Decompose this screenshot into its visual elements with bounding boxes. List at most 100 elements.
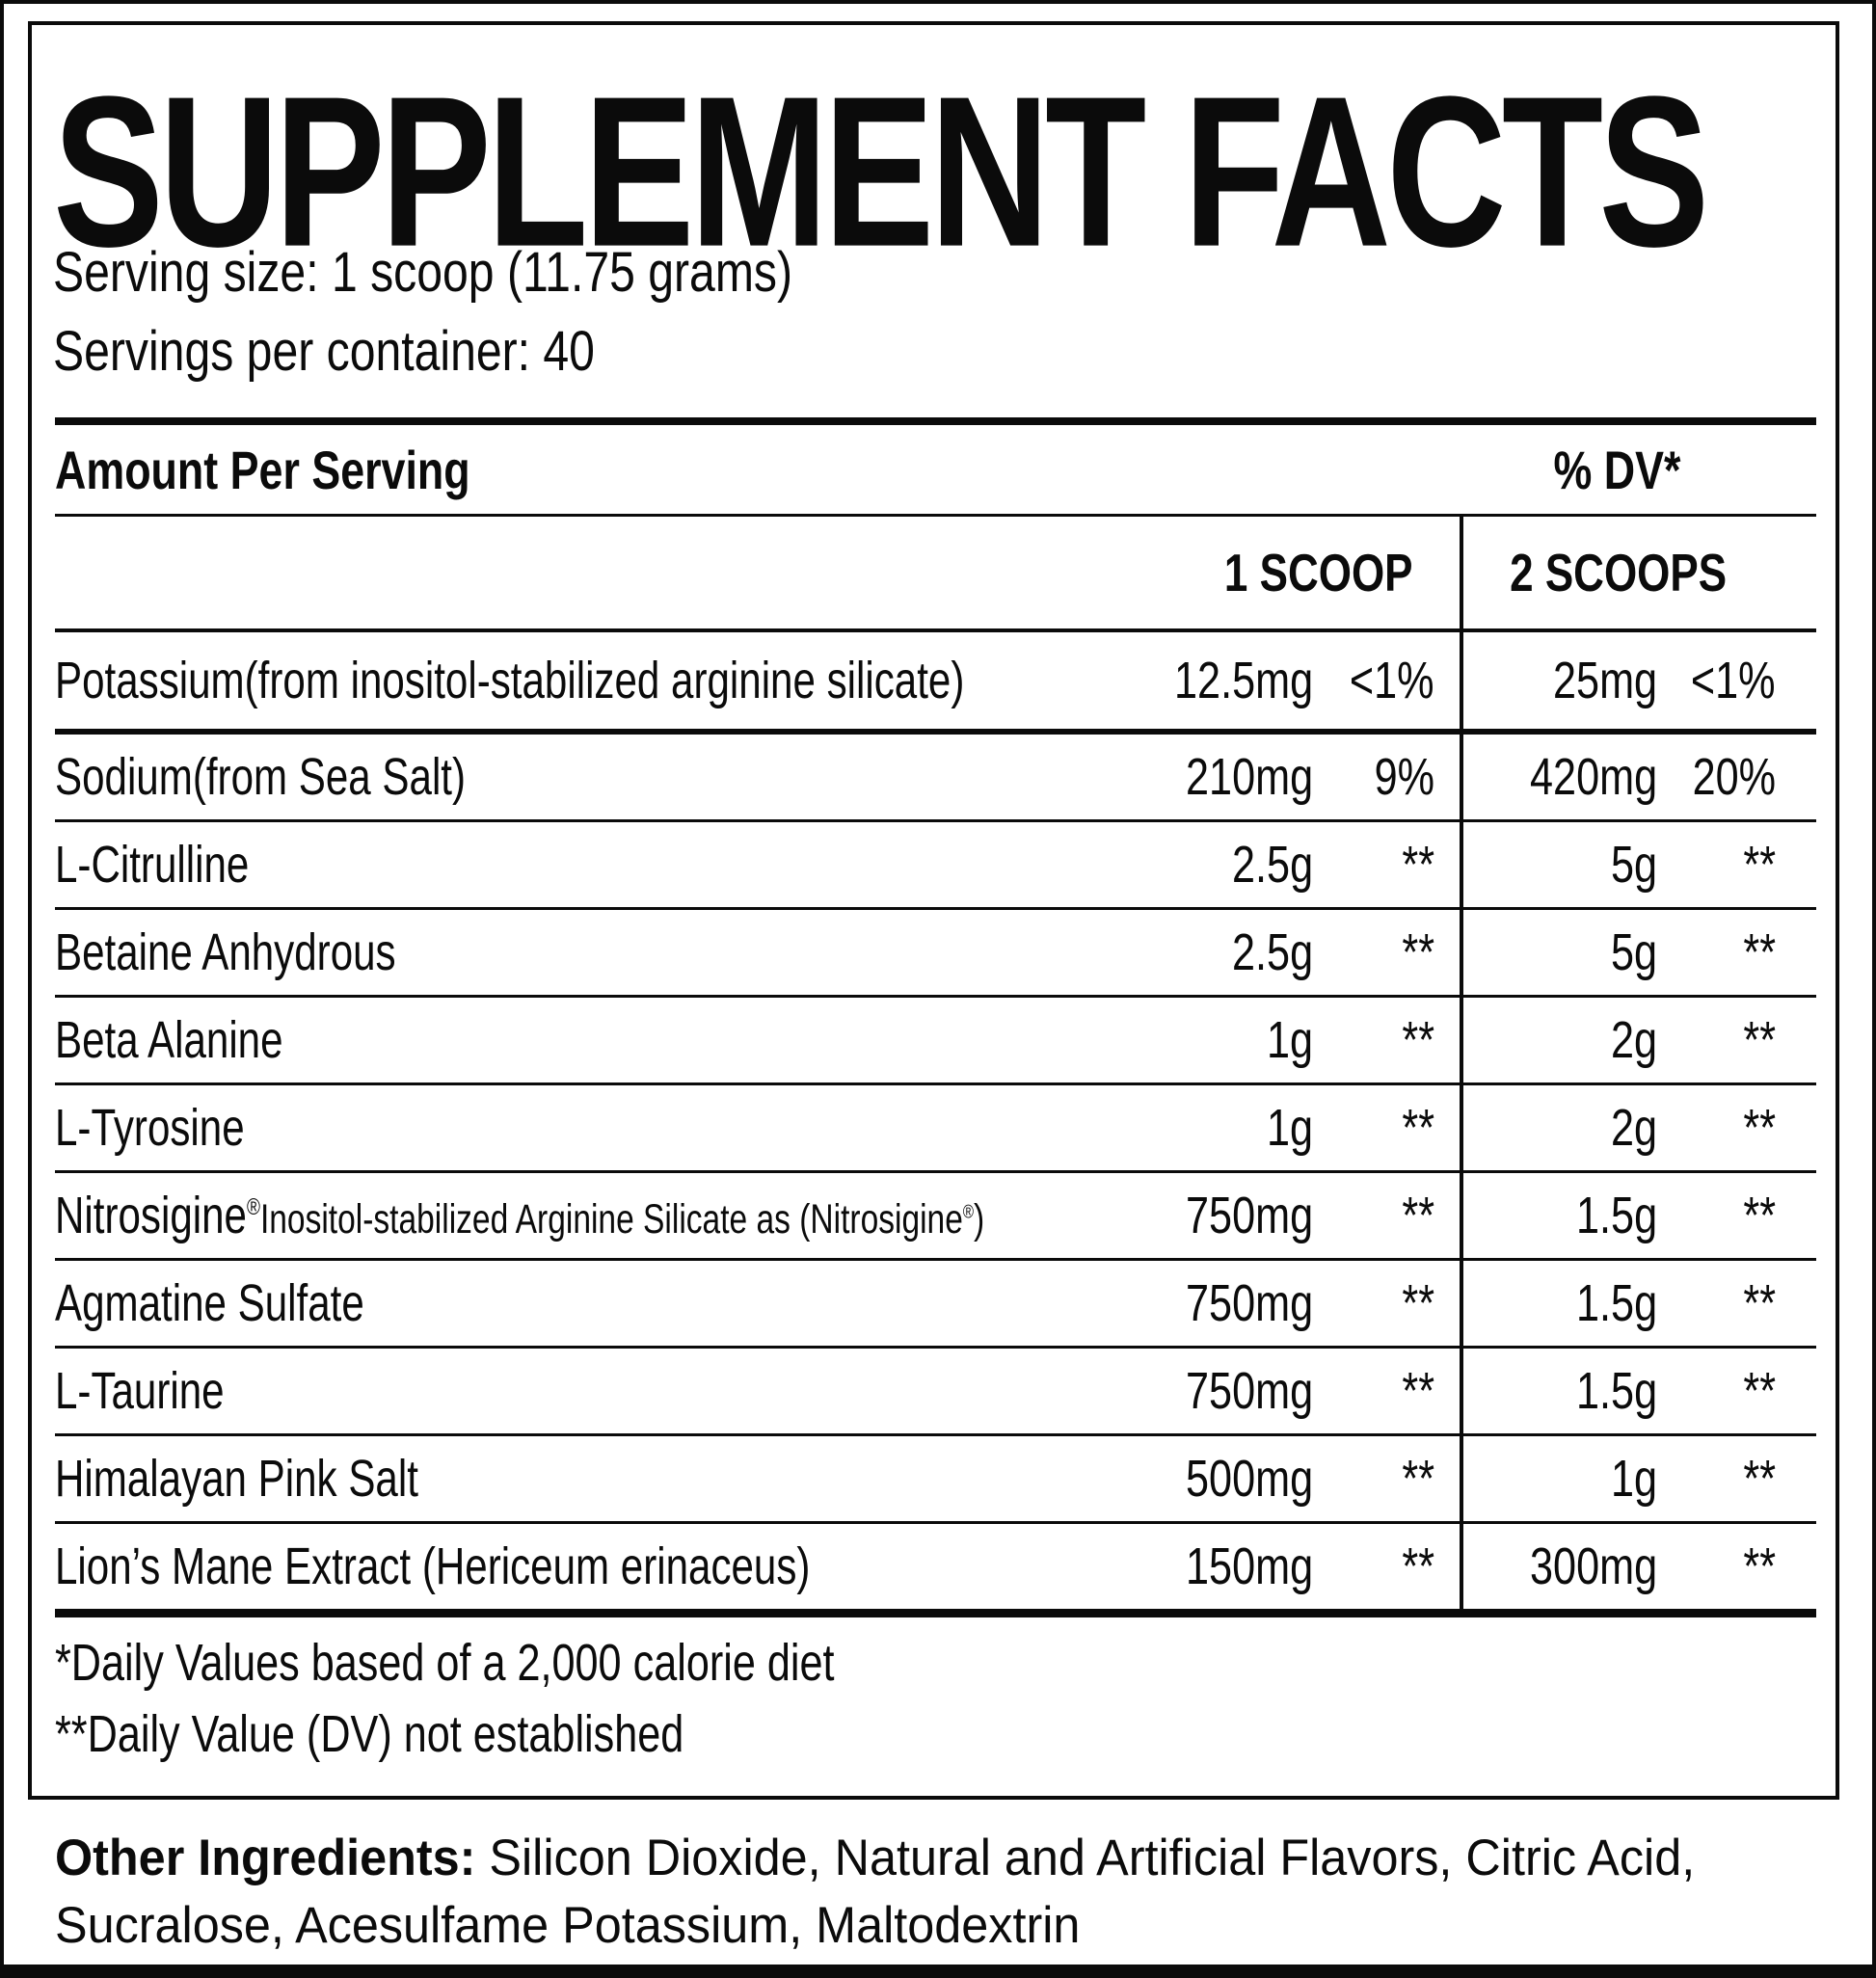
two-scoop-cell-group: 420mg 20% bbox=[1460, 735, 1816, 819]
amount-per-serving-header: Amount Per Serving bbox=[55, 439, 470, 500]
ingredient-rows: Potassium(from inositol-stabilized argin… bbox=[55, 632, 1816, 1609]
two-scoop-cell-group: 2g ** bbox=[1460, 1085, 1816, 1170]
amount-2-scoops: 1g bbox=[1610, 1450, 1657, 1508]
facts-table: Amount Per Serving % DV* 1 SCOOP 2 SCOOP… bbox=[55, 417, 1816, 1770]
dv-2-scoops: ** bbox=[1743, 1099, 1776, 1157]
two-scoop-cell-group: 300mg ** bbox=[1460, 1524, 1816, 1609]
table-row: Sodium(from Sea Salt) 210mg 9% 420mg 20% bbox=[55, 729, 1816, 819]
other-ingredients: Other Ingredients: Silicon Dioxide, Natu… bbox=[55, 1825, 1868, 1960]
amount-1-scoop: 150mg bbox=[1185, 1537, 1313, 1595]
ingredient-name: Lion’s Mane Extract (Hericeum erinaceus) bbox=[55, 1537, 811, 1595]
amount-1-scoop: 12.5mg bbox=[1174, 652, 1314, 709]
amount-1-scoop: 2.5g bbox=[1231, 923, 1313, 981]
amount-1-scoop: 1g bbox=[1266, 1011, 1313, 1069]
page-title: SUPPLEMENT FACTS bbox=[53, 52, 1709, 292]
serving-size-line: Serving size: 1 scoop (11.75 grams) bbox=[53, 241, 793, 304]
dv-2-scoops: ** bbox=[1743, 1187, 1776, 1244]
percent-dv-header: % DV* bbox=[1553, 439, 1681, 500]
dv-1-scoop: ** bbox=[1402, 1537, 1434, 1595]
two-scoop-cell-group: 25mg <1% bbox=[1460, 632, 1816, 729]
ingredient-name: Himalayan Pink Salt bbox=[55, 1450, 418, 1508]
dv-2-scoops: ** bbox=[1743, 1362, 1776, 1420]
two-scoop-cell-group: 1.5g ** bbox=[1460, 1261, 1816, 1346]
divider-under-scoop-header bbox=[55, 628, 1816, 632]
amount-2-scoops: 1.5g bbox=[1575, 1274, 1657, 1332]
dv-2-scoops: ** bbox=[1743, 1274, 1776, 1332]
amount-2-scoops: 300mg bbox=[1529, 1537, 1657, 1595]
footnote-line: **Daily Value (DV) not established bbox=[55, 1705, 684, 1763]
dv-1-scoop: ** bbox=[1402, 1099, 1434, 1157]
amount-2-scoops: 1.5g bbox=[1575, 1362, 1657, 1420]
footnotes: *Daily Values based of a 2,000 calorie d… bbox=[55, 1617, 1816, 1770]
table-row: Potassium(from inositol-stabilized argin… bbox=[55, 632, 1816, 729]
table-row: Agmatine Sulfate 750mg ** 1.5g ** bbox=[55, 1258, 1816, 1346]
amount-2-scoops: 2g bbox=[1610, 1011, 1657, 1069]
one-scoop-header: 1 SCOOP bbox=[1224, 543, 1413, 602]
dv-2-scoops: ** bbox=[1743, 1537, 1776, 1595]
amount-1-scoop: 750mg bbox=[1185, 1362, 1313, 1420]
amount-1-scoop: 750mg bbox=[1185, 1274, 1313, 1332]
ingredient-name: L-Taurine bbox=[55, 1362, 225, 1420]
other-ingredients-label: Other Ingredients: bbox=[55, 1830, 476, 1886]
two-scoops-header: 2 SCOOPS bbox=[1460, 517, 1816, 628]
facts-panel: SUPPLEMENT FACTS Serving size: 1 scoop (… bbox=[28, 21, 1839, 1800]
table-row: Himalayan Pink Salt 500mg ** 1g ** bbox=[55, 1433, 1816, 1521]
dv-2-scoops: ** bbox=[1743, 923, 1776, 981]
amount-1-scoop: 1g bbox=[1266, 1099, 1313, 1157]
dv-1-scoop: ** bbox=[1402, 1274, 1434, 1332]
dv-1-scoop: ** bbox=[1402, 1011, 1434, 1069]
dv-2-scoops: ** bbox=[1743, 1011, 1776, 1069]
dv-1-scoop: ** bbox=[1402, 923, 1434, 981]
table-row: Nitrosigine®Inositol-stabilized Arginine… bbox=[55, 1170, 1816, 1258]
ingredient-name: Agmatine Sulfate bbox=[55, 1274, 364, 1332]
ingredient-name: Sodium(from Sea Salt) bbox=[55, 748, 467, 806]
ingredient-name: Betaine Anhydrous bbox=[55, 923, 396, 981]
amount-2-scoops: 5g bbox=[1610, 923, 1657, 981]
dv-2-scoops: <1% bbox=[1691, 652, 1776, 709]
footnote-line: *Daily Values based of a 2,000 calorie d… bbox=[55, 1634, 835, 1692]
dv-1-scoop: <1% bbox=[1350, 652, 1434, 709]
amount-1-scoop: 500mg bbox=[1185, 1450, 1313, 1508]
ingredient-name: Potassium(from inositol-stabilized argin… bbox=[55, 652, 965, 709]
amount-1-scoop: 210mg bbox=[1185, 748, 1313, 806]
amount-2-scoops: 420mg bbox=[1529, 748, 1657, 806]
table-row: Betaine Anhydrous 2.5g ** 5g ** bbox=[55, 907, 1816, 995]
amount-1-scoop: 750mg bbox=[1185, 1187, 1313, 1244]
amount-1-scoop: 2.5g bbox=[1231, 836, 1313, 894]
dv-1-scoop: 9% bbox=[1374, 748, 1434, 806]
dv-1-scoop: ** bbox=[1402, 1362, 1434, 1420]
divider-under-header bbox=[55, 514, 1816, 517]
table-row: L-Citrulline 2.5g ** 5g ** bbox=[55, 819, 1816, 907]
amount-2-scoops: 2g bbox=[1610, 1099, 1657, 1157]
two-scoop-cell-group: 1.5g ** bbox=[1460, 1173, 1816, 1258]
amount-2-scoops: 25mg bbox=[1552, 652, 1657, 709]
ingredient-name: L-Tyrosine bbox=[55, 1099, 245, 1157]
dv-1-scoop: ** bbox=[1402, 1450, 1434, 1508]
table-row: L-Taurine 750mg ** 1.5g ** bbox=[55, 1346, 1816, 1433]
amount-2-scoops: 5g bbox=[1610, 836, 1657, 894]
two-scoop-cell-group: 5g ** bbox=[1460, 910, 1816, 995]
divider-thick-top bbox=[55, 417, 1816, 425]
column-header-row: Amount Per Serving % DV* bbox=[55, 425, 1816, 514]
two-scoop-cell-group: 2g ** bbox=[1460, 998, 1816, 1083]
dv-2-scoops: ** bbox=[1743, 836, 1776, 894]
divider-thick-bottom bbox=[55, 1609, 1816, 1617]
other-ingredients-text: Silicon Dioxide, Natural and Artificial … bbox=[55, 1830, 1696, 1954]
two-scoop-cell-group: 5g ** bbox=[1460, 822, 1816, 907]
dv-2-scoops: ** bbox=[1743, 1450, 1776, 1508]
ingredient-name: L-Citrulline bbox=[55, 836, 250, 894]
dv-2-scoops: 20% bbox=[1692, 748, 1776, 806]
table-row: L-Tyrosine 1g ** 2g ** bbox=[55, 1083, 1816, 1170]
two-scoop-cell-group: 1g ** bbox=[1460, 1436, 1816, 1521]
table-row: Beta Alanine 1g ** 2g ** bbox=[55, 995, 1816, 1083]
table-row: Lion’s Mane Extract (Hericeum erinaceus)… bbox=[55, 1521, 1816, 1609]
dv-1-scoop: ** bbox=[1402, 836, 1434, 894]
ingredient-name: Nitrosigine®Inositol-stabilized Arginine… bbox=[55, 1187, 985, 1244]
amount-2-scoops: 1.5g bbox=[1575, 1187, 1657, 1244]
dv-1-scoop: ** bbox=[1402, 1187, 1434, 1244]
ingredient-name: Beta Alanine bbox=[55, 1011, 283, 1069]
two-scoop-cell-group: 1.5g ** bbox=[1460, 1349, 1816, 1433]
scoop-header-row: 1 SCOOP 2 SCOOPS bbox=[55, 517, 1816, 628]
servings-per-container-line: Servings per container: 40 bbox=[53, 320, 595, 383]
